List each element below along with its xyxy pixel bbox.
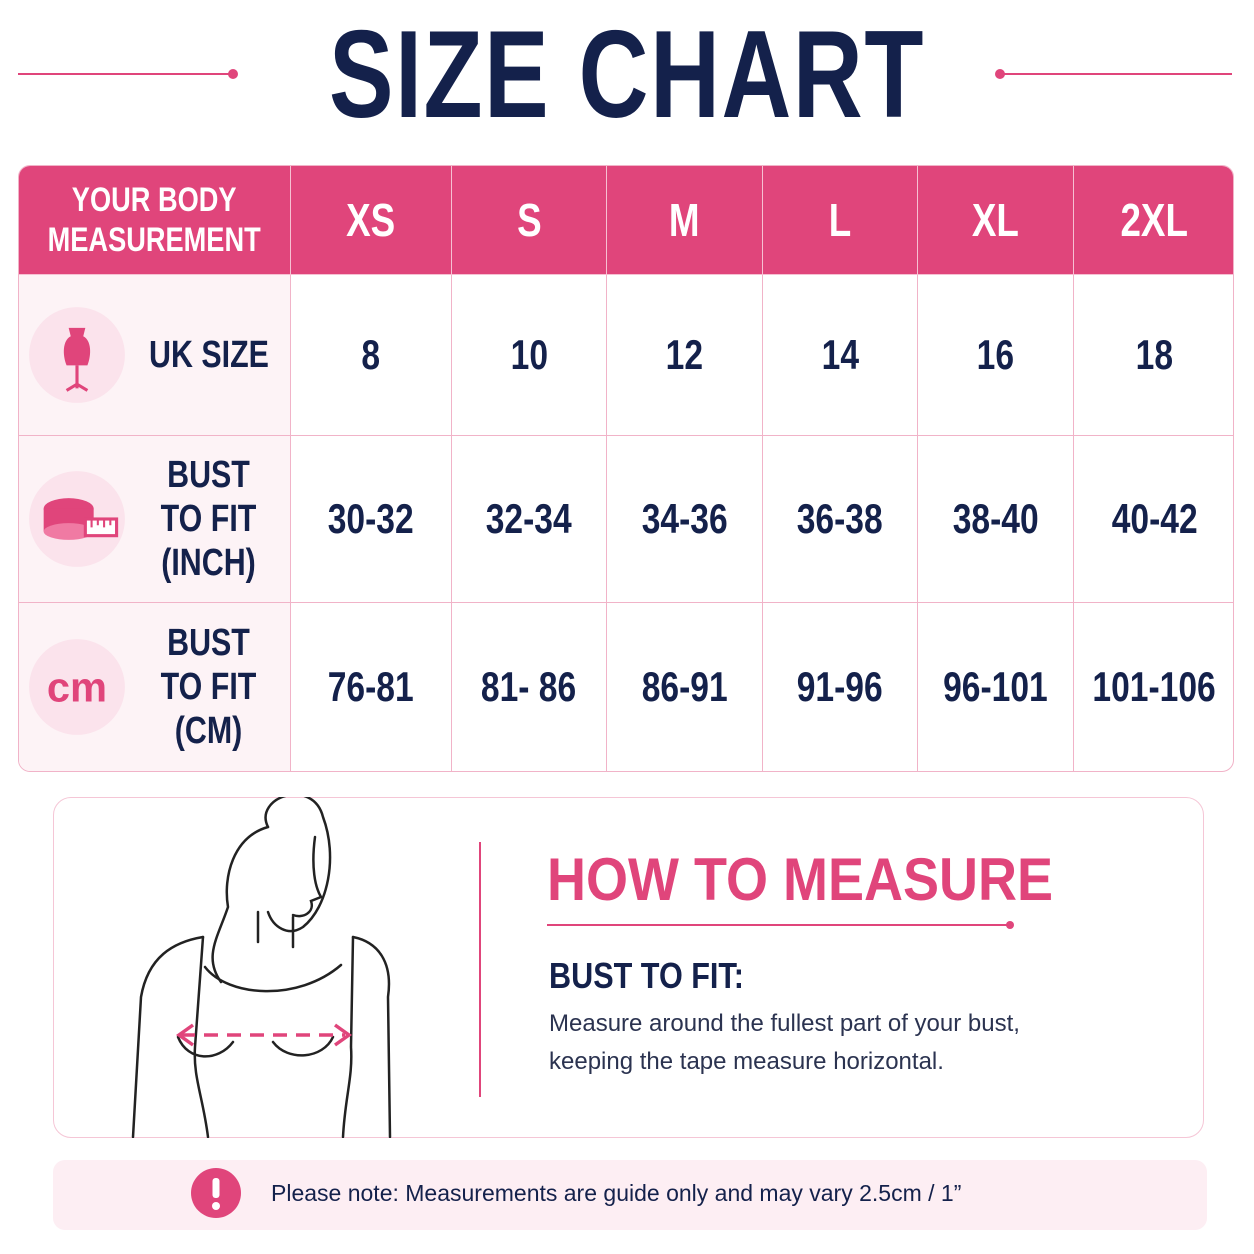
row-label-text: BUST TO FIT (INCH)	[160, 454, 257, 584]
row-icon: cm	[29, 639, 125, 735]
dot	[995, 69, 1005, 79]
warning-icon	[191, 1168, 241, 1218]
row-header: UK SIZE	[19, 275, 291, 436]
value-text: 14	[821, 331, 859, 378]
note-bar	[53, 1160, 1207, 1230]
value-cell: 12	[607, 275, 763, 436]
value-cell: 86-91	[607, 603, 763, 771]
value-cell: 8	[291, 275, 452, 436]
value-cell: 30-32	[291, 436, 452, 603]
value-text: 8	[361, 331, 381, 378]
divider	[18, 73, 232, 75]
row-icon	[29, 471, 125, 567]
value-cell: 32-34	[452, 436, 607, 603]
row-label-text: BUST TO FIT (CM)	[160, 622, 257, 752]
value-text: 76-81	[328, 663, 414, 710]
header-text: 2XL	[1120, 194, 1189, 246]
value-text: 40-42	[1111, 495, 1198, 542]
value-text: 18	[1135, 331, 1174, 378]
value-text: 101-106	[1092, 663, 1217, 710]
header-text: XL	[971, 194, 1020, 246]
note-text: Please note: Measurements are guide only…	[271, 1180, 962, 1206]
illustration	[131, 797, 1014, 1138]
value-cell: 16	[918, 275, 1074, 436]
cm-icon-text: cm	[47, 664, 107, 711]
value-text: 10	[510, 331, 548, 378]
row-header: cm BUST TO FIT (CM)	[19, 603, 291, 771]
header-text: XS	[346, 194, 396, 246]
value-cell: 91-96	[763, 603, 918, 771]
title: SIZE CHART	[0, 8, 1254, 142]
value-text: 12	[665, 331, 704, 378]
header-cell: M	[607, 166, 763, 275]
value-cell: 10	[452, 275, 607, 436]
value-text: 36-38	[797, 495, 883, 542]
value-cell: 34-36	[607, 436, 763, 603]
header-text: YOUR BODY MEASUREMENT	[47, 181, 262, 259]
section-title: HOW TO MEASURE	[547, 845, 1109, 914]
divider	[1002, 73, 1232, 75]
value-cell: 76-81	[291, 603, 452, 771]
row-icon	[29, 307, 125, 403]
header-cell: YOUR BODY MEASUREMENT	[19, 166, 291, 275]
header-text: M	[669, 194, 700, 246]
value-cell: 81- 86	[452, 603, 607, 771]
value-text: 16	[976, 331, 1015, 378]
header-cell: 2XL	[1074, 166, 1233, 275]
value-cell: 36-38	[763, 436, 918, 603]
value-cell: 96-101	[918, 603, 1074, 771]
row-label: UK SIZE	[127, 333, 290, 377]
value-cell: 40-42	[1074, 436, 1233, 603]
value-text: 34-36	[641, 495, 728, 542]
size-table: YOUR BODY MEASUREMENT XS S M L XL 2XL UK SIZE 8 1…	[18, 165, 1234, 772]
row-label: BUST TO FIT (INCH)	[127, 453, 290, 585]
value-text: 81- 86	[481, 663, 577, 710]
section-title-text: HOW TO MEASURE	[547, 846, 1054, 913]
value-cell: 38-40	[918, 436, 1074, 603]
dot	[228, 69, 238, 79]
subtitle: BUST TO FIT:	[549, 955, 778, 997]
measure-panel	[53, 797, 1204, 1138]
value-text: 38-40	[952, 495, 1039, 542]
header-text: L	[828, 194, 852, 246]
value-text: 86-91	[641, 663, 728, 710]
header-cell: S	[452, 166, 607, 275]
value-text: 96-101	[943, 663, 1048, 710]
row-label-text: UK SIZE	[148, 334, 269, 376]
header-cell: L	[763, 166, 918, 275]
subtitle-text: BUST TO FIT:	[549, 955, 744, 996]
value-text: 30-32	[328, 495, 414, 542]
value-cell: 18	[1074, 275, 1233, 436]
title-text: SIZE CHART	[329, 6, 925, 144]
value-text: 91-96	[797, 663, 883, 710]
row-header: BUST TO FIT (INCH)	[19, 436, 291, 603]
header-cell: XL	[918, 166, 1074, 275]
instructions: Measure around the fullest part of your …	[549, 1010, 1020, 1075]
value-cell: 14	[763, 275, 918, 436]
header-text: S	[516, 194, 542, 246]
value-cell: 101-106	[1074, 603, 1233, 771]
value-text: 32-34	[486, 495, 572, 542]
header-cell: XS	[291, 166, 452, 275]
row-label: BUST TO FIT (CM)	[127, 621, 290, 753]
